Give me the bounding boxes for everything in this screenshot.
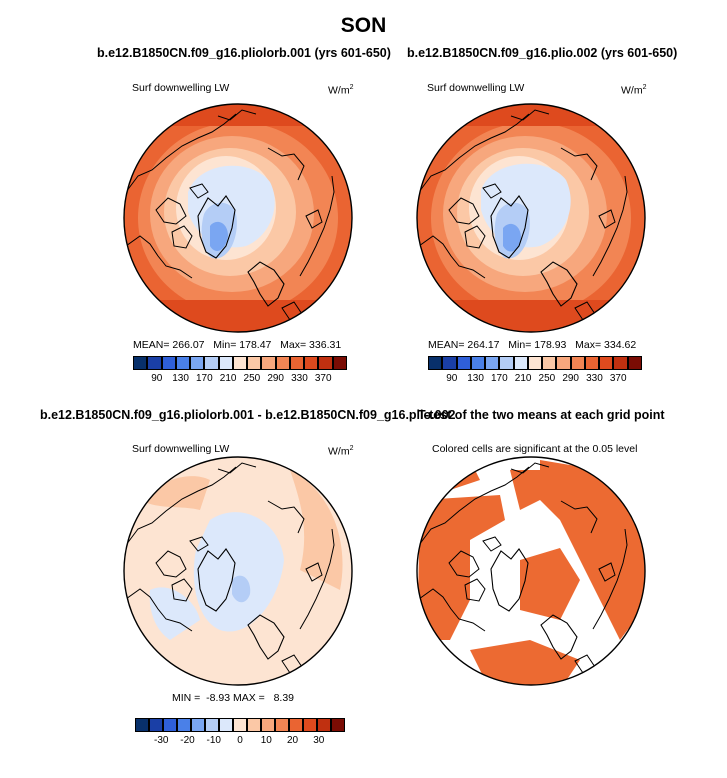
colorbar-tick-label: 250 — [538, 373, 556, 384]
panel-3-map-border — [123, 456, 353, 686]
panel-3-map — [124, 457, 352, 685]
colorbar-tick-label: -30 — [154, 735, 169, 746]
colorbar-swatch — [133, 356, 148, 370]
colorbar-swatch — [470, 356, 486, 370]
colorbar-tick-label: -20 — [180, 735, 195, 746]
panel-1-variable: Surf downwelling LW — [132, 82, 230, 94]
colorbar-tick-label: 250 — [243, 373, 261, 384]
figure-title: SON — [340, 14, 387, 37]
panel-2-map-border — [416, 103, 646, 333]
colorbar-swatch — [499, 356, 514, 370]
colorbar-tick-label: 130 — [172, 373, 189, 384]
colorbar-swatch — [556, 356, 571, 370]
panel-1-colorbar — [133, 356, 347, 370]
colorbar-swatch — [584, 356, 600, 370]
panel-2-units: W/m2 — [621, 84, 647, 97]
colorbar-swatch — [332, 356, 347, 370]
panel-3-units: W/m2 — [328, 445, 354, 458]
colorbar-tick-label: 330 — [291, 373, 308, 384]
panel-4-caption: Colored cells are significant at the 0.0… — [432, 443, 638, 455]
colorbar-tick-label: 370 — [314, 373, 332, 384]
colorbar-swatch — [304, 356, 319, 370]
colorbar-tick-label: 210 — [219, 373, 237, 384]
colorbar-swatch — [177, 718, 191, 732]
colorbar-swatch — [147, 356, 162, 370]
panel-2-colorbar-ticks: 90 130 170 210 250 290 330 370 — [428, 373, 642, 387]
colorbar-tick-label: 30 — [313, 735, 325, 746]
colorbar-swatch — [233, 718, 247, 732]
colorbar-swatch — [318, 356, 333, 370]
colorbar-swatch — [317, 718, 331, 732]
colorbar-tick-label: 90 — [151, 373, 163, 384]
panel-1-map-border — [123, 103, 353, 333]
colorbar-swatch — [570, 356, 585, 370]
colorbar-tick-label: 290 — [267, 373, 284, 384]
colorbar-swatch — [261, 718, 275, 732]
colorbar-tick-label: 290 — [562, 373, 579, 384]
colorbar-swatch — [161, 356, 176, 370]
colorbar-swatch — [527, 356, 543, 370]
colorbar-swatch — [163, 718, 177, 732]
colorbar-swatch — [485, 356, 500, 370]
panel-3-colorbar — [135, 718, 345, 732]
panel-3-title: b.e12.B1850CN.f09_g16.pliolorb.001 - b.e… — [40, 408, 456, 422]
colorbar-swatch — [247, 356, 262, 370]
colorbar-tick-label: -10 — [206, 735, 221, 746]
colorbar-swatch — [275, 718, 289, 732]
panel-1-title: b.e12.B1850CN.f09_g16.pliolorb.001 (yrs … — [97, 46, 391, 60]
colorbar-swatch — [442, 356, 457, 370]
panel-4-map-border — [416, 456, 646, 686]
colorbar-swatch — [456, 356, 471, 370]
colorbar-swatch — [190, 356, 205, 370]
colorbar-swatch — [205, 718, 219, 732]
colorbar-tick-label: 370 — [609, 373, 627, 384]
colorbar-tick-label: 330 — [586, 373, 603, 384]
colorbar-swatch — [219, 718, 233, 732]
colorbar-swatch — [232, 356, 248, 370]
panel-2-map — [417, 104, 645, 332]
colorbar-swatch — [135, 718, 149, 732]
colorbar-swatch — [303, 718, 317, 732]
colorbar-tick-label: 90 — [446, 373, 458, 384]
colorbar-swatch — [289, 356, 305, 370]
colorbar-swatch — [218, 356, 233, 370]
colorbar-tick-label: 20 — [286, 735, 299, 746]
colorbar-swatch — [275, 356, 290, 370]
colorbar-swatch — [175, 356, 191, 370]
colorbar-tick-label: 170 — [195, 373, 213, 384]
colorbar-swatch — [289, 718, 303, 732]
colorbar-swatch — [599, 356, 614, 370]
colorbar-tick-label: 130 — [467, 373, 484, 384]
panel-1-units: W/m2 — [328, 84, 354, 97]
colorbar-tick-label: 170 — [490, 373, 508, 384]
colorbar-swatch — [428, 356, 443, 370]
panel-1-colorbar-ticks: 90 130 170 210 250 290 330 370 — [133, 373, 347, 387]
panel-2-stats: MEAN= 264.17 Min= 178.93 Max= 334.62 — [428, 339, 637, 351]
colorbar-swatch — [204, 356, 219, 370]
panel-2-title: b.e12.B1850CN.f09_g16.plio.002 (yrs 601-… — [407, 46, 678, 60]
panel-3-colorbar-ticks: -30 -20 -10 0 10 20 30 — [135, 735, 345, 749]
colorbar-tick-label: 10 — [260, 735, 272, 746]
panel-3-stats: MIN = -8.93 MAX = 8.39 — [172, 692, 295, 704]
panel-2-variable: Surf downwelling LW — [427, 82, 525, 94]
colorbar-swatch — [247, 718, 261, 732]
colorbar-swatch — [191, 718, 205, 732]
panel-1-stats: MEAN= 266.07 Min= 178.47 Max= 336.31 — [133, 339, 342, 351]
colorbar-swatch — [331, 718, 345, 732]
panel-4-map — [417, 457, 645, 685]
colorbar-swatch — [261, 356, 276, 370]
panel-3-variable: Surf downwelling LW — [132, 443, 230, 455]
colorbar-swatch — [149, 718, 163, 732]
colorbar-swatch — [513, 356, 528, 370]
colorbar-tick-label: 210 — [514, 373, 532, 384]
colorbar-tick-label: 0 — [237, 735, 243, 746]
panel-1-map — [124, 104, 352, 332]
panel-4-title: T-test of the two means at each grid poi… — [418, 408, 665, 422]
colorbar-swatch — [627, 356, 642, 370]
colorbar-swatch — [542, 356, 557, 370]
panel-2-colorbar — [428, 356, 642, 370]
colorbar-swatch — [613, 356, 628, 370]
